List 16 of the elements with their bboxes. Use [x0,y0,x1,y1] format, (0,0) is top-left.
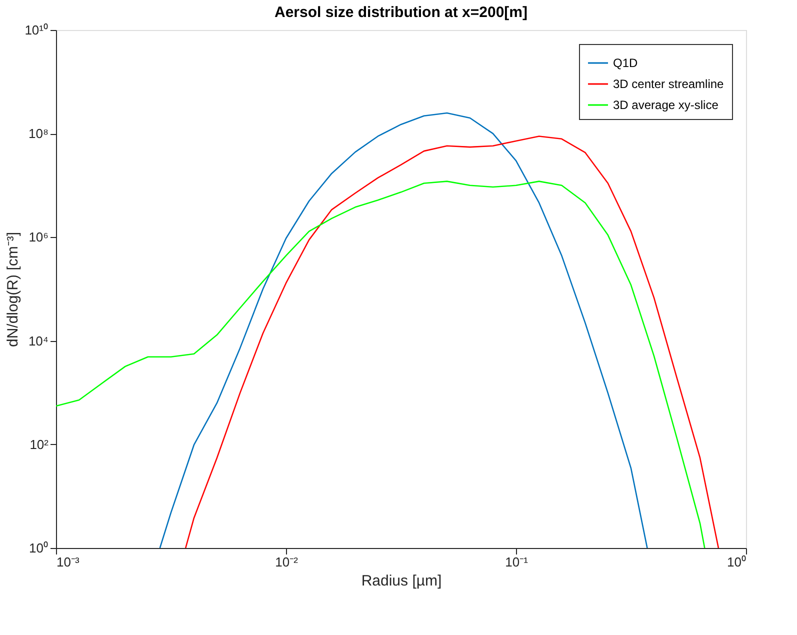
chart-title: Aersol size distribution at x=200[m] [274,4,528,21]
legend-label: 3D center streamline [613,77,724,91]
x-tick-label: 10⁻² [275,554,299,570]
x-tick-label: 10⁰ [727,554,746,570]
y-axis-title: dN/dlog(R) [cm⁻³] [4,232,22,348]
y-tick-label: 10² [30,436,50,452]
y-tick-label: 10⁰ [29,540,48,556]
y-tick-label: 10¹⁰ [24,22,48,38]
x-tick-label: 10⁻³ [56,554,80,570]
y-tick-label: 10⁶ [28,230,48,245]
x-tick-label: 10⁻¹ [505,554,529,570]
legend-label: 3D average xy-slice [613,98,719,112]
y-tick-label: 10⁴ [28,333,48,348]
y-tick-label: 10⁸ [28,126,48,142]
x-axis-title: Radius [µm] [361,572,442,590]
legend-label: Q1D [613,56,638,70]
